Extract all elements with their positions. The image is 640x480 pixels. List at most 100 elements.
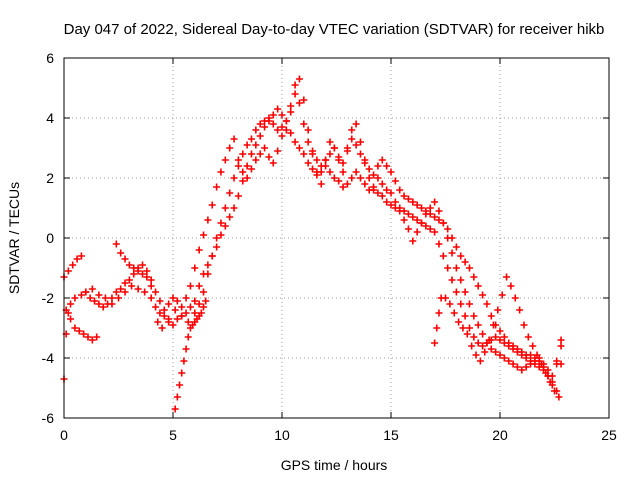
data-point [433, 324, 441, 332]
data-point [304, 159, 312, 167]
data-point [200, 303, 208, 311]
data-point [431, 339, 439, 347]
data-point [365, 165, 373, 173]
data-point [67, 300, 75, 308]
data-point [343, 180, 351, 188]
data-point [317, 180, 325, 188]
y-tick-label: 2 [46, 170, 54, 186]
data-point [125, 276, 133, 284]
data-point [409, 198, 417, 206]
data-point [404, 210, 412, 218]
data-point [387, 189, 395, 197]
data-point [278, 123, 286, 131]
data-point [226, 213, 234, 221]
data-point [444, 225, 452, 233]
data-point [457, 300, 465, 308]
data-point [252, 141, 260, 149]
data-point [221, 222, 229, 230]
data-point [180, 357, 188, 365]
data-point [93, 333, 101, 341]
data-point [313, 168, 321, 176]
data-point [197, 309, 205, 317]
data-point [156, 309, 164, 317]
data-point [143, 267, 151, 275]
data-point [84, 333, 92, 341]
data-point [378, 192, 386, 200]
data-point [435, 207, 443, 215]
data-point [138, 270, 146, 278]
data-point [239, 177, 247, 185]
data-point [496, 327, 504, 335]
data-point [71, 294, 79, 302]
data-point [542, 369, 550, 377]
data-point [413, 228, 421, 236]
data-point [452, 264, 460, 272]
data-point [404, 225, 412, 233]
data-point [300, 96, 308, 104]
data-point [252, 156, 260, 164]
data-point [261, 123, 269, 131]
data-point [330, 174, 338, 182]
data-point [295, 75, 303, 83]
data-point [230, 204, 238, 212]
data-point [348, 135, 356, 143]
data-point [256, 150, 264, 158]
data-point [378, 156, 386, 164]
data-point [448, 276, 456, 284]
data-point [511, 294, 519, 302]
data-point [555, 393, 563, 401]
data-point [383, 186, 391, 194]
data-point [269, 111, 277, 119]
data-point [160, 306, 168, 314]
data-point [200, 288, 208, 296]
data-point [291, 138, 299, 146]
data-point [374, 189, 382, 197]
data-point [461, 288, 469, 296]
chart-title: Day 047 of 2022, Sidereal Day-to-day VTE… [64, 21, 605, 38]
data-point [361, 180, 369, 188]
data-point [348, 126, 356, 134]
data-point [470, 312, 478, 320]
data-point [108, 294, 116, 302]
data-point [125, 261, 133, 269]
data-point [481, 348, 489, 356]
data-point [200, 270, 208, 278]
data-point [73, 255, 81, 263]
data-point [487, 312, 495, 320]
data-point [226, 189, 234, 197]
data-point [435, 309, 443, 317]
data-point [309, 150, 317, 158]
data-point [457, 252, 465, 260]
data-point [513, 345, 521, 353]
data-point [326, 150, 334, 158]
data-point [374, 162, 382, 170]
data-point [165, 300, 173, 308]
data-point [169, 321, 177, 329]
data-point [326, 138, 334, 146]
data-point [295, 144, 303, 152]
data-point [147, 282, 155, 290]
data-point [64, 267, 72, 275]
data-point [141, 288, 149, 296]
data-point [435, 216, 443, 224]
data-point [442, 294, 449, 302]
data-point [152, 288, 160, 296]
data-point [178, 369, 186, 377]
data-point [387, 168, 395, 176]
data-point [317, 162, 325, 170]
data-point [505, 339, 513, 347]
x-tick-label: 10 [274, 427, 290, 443]
data-point [265, 153, 273, 161]
data-point [204, 261, 212, 269]
y-axis-label: SDTVAR / TECUs [6, 182, 22, 294]
data-point [182, 345, 190, 353]
data-point [470, 333, 478, 341]
data-point [154, 318, 162, 326]
data-point [335, 156, 343, 164]
data-point [217, 219, 225, 227]
data-point [409, 213, 417, 221]
data-point [274, 126, 282, 134]
data-point [217, 231, 225, 239]
data-point [304, 138, 312, 146]
data-point [378, 180, 386, 188]
